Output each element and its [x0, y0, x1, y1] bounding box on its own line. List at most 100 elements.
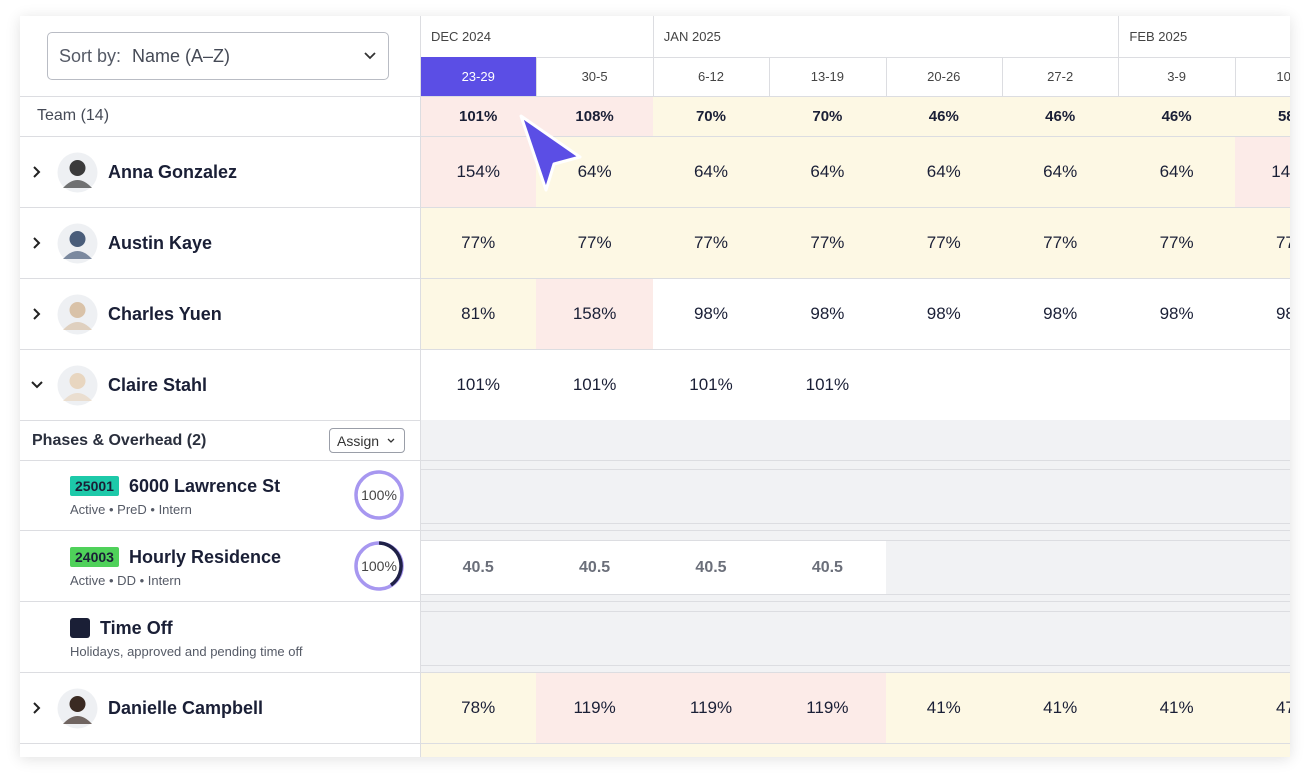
- empty-cell: [769, 469, 887, 524]
- shape: [69, 373, 86, 389]
- hours-cell: 40.5: [652, 540, 771, 595]
- shape: [354, 470, 404, 520]
- row-divider: [20, 207, 1290, 208]
- utilization-cell: 101%: [420, 350, 538, 421]
- week-header[interactable]: 10-16: [1234, 57, 1290, 97]
- week-header[interactable]: 23-29: [420, 57, 538, 97]
- month-label: JAN 2025: [663, 29, 721, 44]
- row-divider: [20, 278, 1290, 279]
- empty-cell: [1234, 611, 1290, 666]
- month-label: DEC 2024: [431, 29, 491, 44]
- row-divider: [20, 743, 1290, 744]
- utilization-cell: 98%: [652, 279, 771, 350]
- shape: [33, 237, 41, 249]
- row-divider: [20, 601, 1290, 602]
- empty-cell: [1002, 540, 1120, 595]
- empty-cell: [885, 469, 1003, 524]
- expand-chevron: [33, 166, 41, 178]
- utilization-cell: 64%: [652, 137, 771, 208]
- shape: [69, 231, 86, 247]
- utilization-cell: 77%: [769, 208, 887, 279]
- utilization-cell: 47%: [1234, 673, 1290, 744]
- sort-value: Name (A–Z): [132, 46, 231, 66]
- month-divider: [1118, 16, 1120, 57]
- assign-button[interactable]: Assign: [329, 428, 405, 453]
- time-off-icon: [70, 618, 90, 638]
- row-divider: [20, 530, 1290, 531]
- utilization-cell: 70%: [769, 97, 887, 137]
- week-header[interactable]: 20-26: [885, 57, 1003, 97]
- shape: [63, 322, 92, 330]
- utilization-cell: 41%: [1118, 673, 1236, 744]
- project-meta: Active • PreD • Intern: [70, 502, 192, 517]
- row-divider: [20, 349, 1290, 350]
- shape: [31, 381, 43, 389]
- hours-cell: 40.5: [769, 540, 887, 595]
- empty-cell: [536, 469, 654, 524]
- sort-dropdown[interactable]: [47, 32, 389, 80]
- left-panel-divider: [420, 16, 421, 757]
- empty-cell: [1234, 540, 1290, 595]
- utilization-cell: 101%: [536, 350, 654, 421]
- shape: [63, 716, 92, 724]
- empty-cell: [1118, 350, 1236, 421]
- utilization-cell: 119%: [769, 673, 887, 744]
- week-header[interactable]: 6-12: [652, 57, 771, 97]
- person-name: Danielle Campbell: [108, 698, 264, 718]
- empty-cell: [885, 611, 1003, 666]
- person-name: Anna Gonzalez: [108, 162, 238, 182]
- assign-chevron: [387, 438, 395, 443]
- utilization-cell: 46%: [1118, 97, 1236, 137]
- empty-cell: [420, 469, 538, 524]
- utilization-cell: 154%: [420, 137, 538, 208]
- person-name: Charles Yuen: [108, 304, 222, 324]
- expand-chevron: [31, 381, 43, 389]
- sort-label: Sort by:: [59, 46, 122, 66]
- empty-cell: [1234, 350, 1290, 421]
- empty-cell: [1002, 350, 1120, 421]
- utilization-cell: 64%: [885, 137, 1003, 208]
- phases-title: Phases & Overhead (2): [32, 432, 207, 449]
- utilization-cell: 77%: [652, 208, 771, 279]
- shape: [69, 160, 86, 176]
- week-header[interactable]: 13-19: [769, 57, 887, 97]
- empty-cell: [769, 611, 887, 666]
- expand-chevron: [33, 308, 41, 320]
- utilization-cell: 64%: [1002, 137, 1120, 208]
- header-divider: [420, 57, 1290, 58]
- row-divider: [20, 460, 1290, 461]
- time-off-description: Holidays, approved and pending time off: [70, 644, 303, 659]
- week-header[interactable]: 3-9: [1118, 57, 1236, 97]
- empty-cell: [652, 469, 771, 524]
- utilization-cell: 98%: [769, 279, 887, 350]
- avatar: [57, 294, 98, 335]
- team-label: Team (14): [37, 107, 110, 124]
- shape: [63, 180, 92, 188]
- utilization-cell: 70%: [652, 97, 771, 137]
- week-header[interactable]: 30-5: [536, 57, 654, 97]
- header-bottom: [20, 96, 1290, 97]
- shape: [69, 696, 86, 712]
- utilization-cell: 81%: [420, 279, 538, 350]
- shape: [33, 166, 41, 178]
- project-name: Hourly Residence: [129, 547, 282, 567]
- partial-row: [420, 744, 1290, 757]
- expand-chevron: [33, 702, 41, 714]
- resource-planner: Sort by: Name (A–Z) DEC 2024 JAN 2025 FEB 20…: [20, 16, 1290, 757]
- utilization-cell: 46%: [885, 97, 1003, 137]
- progress-label: 100%: [361, 487, 397, 503]
- shape: [364, 52, 376, 60]
- utilization-cell: 64%: [536, 137, 654, 208]
- progress-ring: [354, 470, 404, 520]
- empty-cell: [1118, 469, 1236, 524]
- utilization-cell: 108%: [536, 97, 654, 137]
- utilization-cell: 101%: [652, 350, 771, 421]
- avatar: [57, 365, 98, 406]
- person-name: Austin Kaye: [108, 233, 213, 253]
- empty-cell: [1002, 611, 1120, 666]
- dropdown-chevron: [364, 52, 376, 60]
- utilization-cell: 98%: [885, 279, 1003, 350]
- utilization-cell: 77%: [885, 208, 1003, 279]
- week-header[interactable]: 27-2: [1002, 57, 1120, 97]
- utilization-cell: 101%: [769, 350, 887, 421]
